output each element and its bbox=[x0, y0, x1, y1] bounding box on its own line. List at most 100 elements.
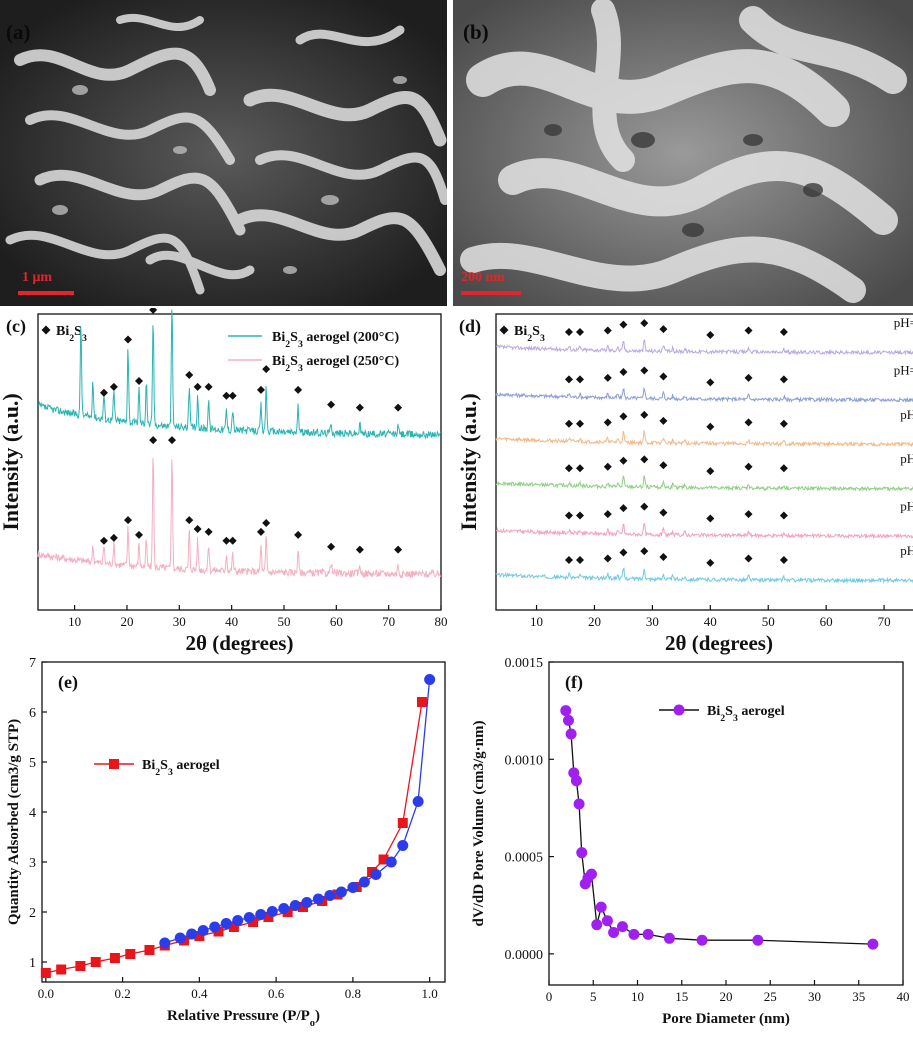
peak-marker bbox=[659, 508, 668, 517]
peak-marker bbox=[659, 416, 668, 425]
data-point bbox=[642, 928, 654, 940]
data-point bbox=[385, 856, 397, 868]
data-point bbox=[75, 961, 86, 971]
data-point bbox=[56, 964, 67, 975]
series-line bbox=[37, 458, 442, 579]
panel-label-a: (a) bbox=[6, 20, 31, 44]
x-tick-label: 50 bbox=[277, 614, 290, 629]
peak-marker bbox=[744, 462, 753, 471]
peak-marker bbox=[99, 536, 108, 545]
peak-marker bbox=[619, 456, 628, 465]
peak-marker bbox=[204, 382, 213, 391]
x-tick-label: 20 bbox=[588, 614, 601, 629]
x-tick-label: 10 bbox=[631, 989, 644, 1004]
peak-marker bbox=[659, 372, 668, 381]
data-point bbox=[278, 903, 290, 914]
peak-marker bbox=[327, 400, 336, 409]
x-tick-label: 10 bbox=[68, 614, 81, 629]
peak-marker bbox=[256, 527, 265, 536]
data-point bbox=[40, 968, 51, 978]
peak-marker bbox=[619, 368, 628, 376]
series-label: pH=4 bbox=[900, 499, 913, 514]
y-axis-label: Quantity Adsorbed (cm3/g STP) bbox=[6, 719, 22, 925]
x-tick-label: 40 bbox=[704, 614, 717, 629]
y-axis-label: Intensity (a.u.) bbox=[0, 393, 23, 531]
legend-marker bbox=[499, 325, 509, 335]
x-tick-label: 80 bbox=[435, 614, 448, 629]
x-tick-label: 40 bbox=[225, 614, 238, 629]
data-point bbox=[197, 925, 209, 936]
series-label: pH=2 bbox=[900, 543, 913, 558]
x-tick-label: 35 bbox=[852, 989, 865, 1004]
peak-marker bbox=[564, 555, 573, 564]
y-tick-label: 0.0010 bbox=[505, 753, 544, 768]
y-tick-label: 0.0015 bbox=[505, 656, 544, 671]
data-point bbox=[255, 909, 267, 920]
peak-marker bbox=[575, 419, 584, 428]
data-point bbox=[696, 934, 708, 946]
peak-marker bbox=[640, 319, 649, 328]
peak-marker bbox=[744, 510, 753, 519]
data-point bbox=[263, 912, 274, 922]
data-point bbox=[297, 902, 308, 912]
peak-marker bbox=[659, 461, 668, 470]
x-tick-label: 30 bbox=[808, 989, 821, 1004]
peak-marker bbox=[744, 373, 753, 382]
y-axis-label: Intensity (a.u.) bbox=[456, 393, 481, 531]
series-line bbox=[495, 522, 913, 540]
x-axis-label: 2θ (degrees) bbox=[186, 631, 294, 655]
peak-marker bbox=[603, 510, 612, 519]
data-point bbox=[312, 893, 324, 905]
peak-marker bbox=[204, 527, 213, 536]
x-tick-label: 0.4 bbox=[191, 986, 208, 1001]
data-point bbox=[616, 921, 628, 933]
peak-marker bbox=[706, 422, 715, 431]
peak-marker bbox=[706, 558, 715, 567]
scale-label-b: 200 nm bbox=[461, 270, 505, 285]
panel-label: (d) bbox=[459, 316, 481, 337]
x-tick-label: 0.0 bbox=[38, 986, 54, 1001]
peak-marker bbox=[659, 553, 668, 561]
data-point bbox=[347, 882, 359, 893]
data-point bbox=[125, 949, 136, 959]
peak-marker bbox=[706, 514, 715, 523]
data-point bbox=[378, 854, 389, 865]
peak-marker bbox=[256, 385, 265, 394]
peak-marker bbox=[135, 376, 144, 385]
x-tick-label: 30 bbox=[173, 614, 186, 629]
peak-marker bbox=[124, 335, 133, 344]
y-tick-label: 7 bbox=[29, 656, 36, 671]
peak-marker bbox=[185, 516, 194, 525]
peak-marker bbox=[575, 328, 584, 337]
y-axis-label: dV/dD Pore Volume (cm3/g·nm) bbox=[471, 721, 487, 927]
y-tick-label: 0.0000 bbox=[505, 948, 544, 963]
series-line bbox=[565, 710, 873, 945]
series-label: pH=12 bbox=[894, 315, 913, 330]
peak-marker bbox=[193, 524, 202, 533]
data-point bbox=[601, 915, 613, 927]
peak-marker bbox=[779, 464, 788, 473]
x-tick-label: 15 bbox=[675, 989, 688, 1004]
peak-marker bbox=[109, 533, 118, 542]
data-point bbox=[186, 928, 198, 940]
isotherm-chart-e: 0.0 0.2 0.4 0.6 0.8 1.0 1 2 3 4 5 6 7 Relative Pressu… bbox=[6, 656, 446, 1029]
panel-label: (e) bbox=[58, 672, 78, 693]
x-tick-label: 30 bbox=[646, 614, 659, 629]
peak-marker bbox=[603, 373, 612, 382]
peak-marker bbox=[779, 328, 788, 337]
series-line bbox=[495, 339, 913, 356]
series-line bbox=[495, 430, 913, 448]
peak-marker bbox=[659, 325, 668, 334]
peak-marker bbox=[327, 542, 336, 551]
x-tick-label: 10 bbox=[530, 614, 543, 629]
data-point bbox=[412, 796, 424, 807]
sem-texture-a bbox=[0, 0, 447, 306]
data-point bbox=[301, 897, 313, 908]
data-point bbox=[595, 901, 607, 913]
legend-marker bbox=[673, 704, 685, 716]
series-label: pH=8 bbox=[900, 407, 913, 422]
legend-label: Bi2S3 aerogel (250°C) bbox=[272, 354, 399, 374]
peak-marker bbox=[135, 530, 144, 539]
x-axis-label: Relative Pressure (P/Po) bbox=[167, 1008, 320, 1029]
